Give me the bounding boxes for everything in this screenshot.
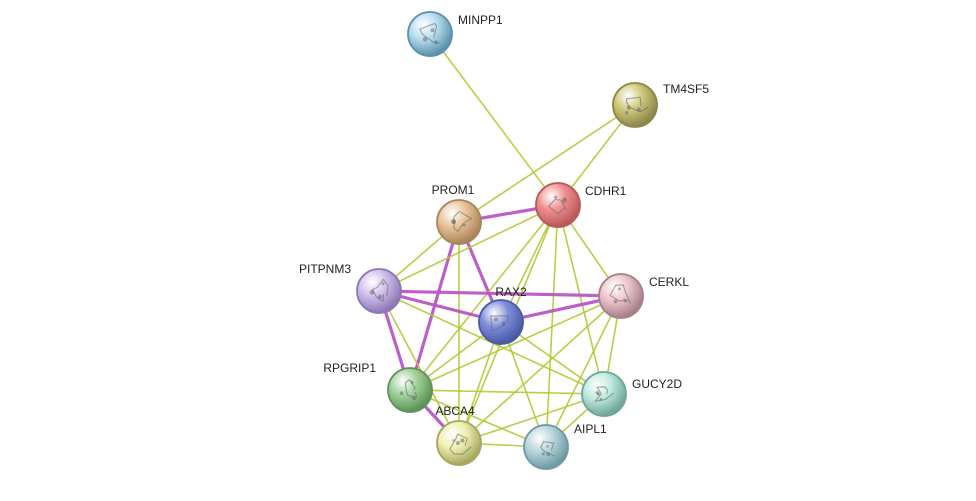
protein-glyph-icon	[542, 452, 545, 455]
protein-glyph-icon	[434, 40, 438, 44]
node-circle	[582, 372, 626, 416]
node-circle	[613, 83, 657, 127]
node-circle	[479, 300, 523, 344]
node-pitpnm3[interactable]: PITPNM3	[299, 262, 401, 313]
protein-glyph-icon	[400, 391, 404, 395]
protein-glyph-icon	[554, 196, 557, 199]
protein-glyph-icon	[378, 295, 382, 299]
node-label: GUCY2D	[632, 377, 682, 391]
protein-glyph-icon	[382, 282, 385, 285]
node-circle	[408, 12, 452, 56]
protein-glyph-icon	[618, 287, 621, 290]
protein-glyph-icon	[637, 108, 641, 112]
protein-glyph-icon	[627, 105, 631, 109]
node-circle	[437, 200, 481, 244]
node-circle	[388, 368, 432, 412]
node-label: PROM1	[432, 183, 475, 197]
protein-glyph-icon	[423, 37, 428, 42]
node-minpp1[interactable]: MINPP1	[408, 12, 503, 56]
protein-glyph-icon	[502, 323, 505, 326]
node-prom1[interactable]: PROM1	[432, 183, 481, 244]
protein-glyph-icon	[624, 299, 628, 303]
node-label: AIPL1	[574, 422, 607, 436]
protein-glyph-icon	[546, 452, 550, 456]
node-rpgrip1[interactable]: RPGRIP1	[323, 361, 432, 412]
node-circle	[536, 183, 580, 227]
node-label: TM4SF5	[663, 82, 709, 96]
protein-glyph-icon	[411, 381, 414, 384]
protein-glyph-icon	[546, 445, 548, 447]
node-circle	[357, 269, 401, 313]
protein-glyph-icon	[614, 300, 618, 304]
edge	[379, 291, 459, 443]
edge	[430, 34, 558, 205]
protein-glyph-icon	[625, 111, 628, 114]
protein-glyph-icon	[462, 223, 465, 226]
edge	[558, 205, 604, 394]
node-label: RAX2	[495, 285, 527, 299]
nodes-layer: MINPP1 TM4SF5 CDHR1 PROM1 PITPNM3 CERKL RAX2 GU…	[299, 12, 709, 469]
protein-glyph-icon	[412, 396, 416, 400]
protein-glyph-icon	[431, 28, 435, 32]
protein-glyph-icon	[370, 290, 375, 295]
node-circle	[599, 274, 643, 318]
node-cerkl[interactable]: CERKL	[599, 274, 689, 318]
protein-glyph-icon	[600, 398, 603, 401]
node-label: PITPNM3	[299, 262, 351, 276]
node-gucy2d[interactable]: GUCY2D	[582, 372, 682, 416]
node-label: MINPP1	[458, 13, 503, 27]
node-circle	[524, 425, 568, 469]
node-cdhr1[interactable]: CDHR1	[536, 183, 627, 227]
node-label: CERKL	[649, 275, 689, 289]
network-diagram: MINPP1 TM4SF5 CDHR1 PROM1 PITPNM3 CERKL RAX2 GU…	[0, 0, 976, 501]
protein-glyph-icon	[460, 438, 464, 442]
protein-glyph-icon	[456, 441, 460, 445]
node-label: RPGRIP1	[323, 361, 376, 375]
protein-glyph-icon	[452, 439, 454, 441]
node-tm4sf5[interactable]: TM4SF5	[613, 82, 709, 127]
node-abca4[interactable]: ABCA4	[435, 404, 481, 465]
protein-glyph-icon	[452, 220, 456, 224]
protein-glyph-icon	[595, 391, 598, 394]
node-label: ABCA4	[435, 404, 475, 418]
protein-glyph-icon	[564, 197, 567, 200]
node-label: CDHR1	[585, 184, 627, 198]
protein-glyph-icon	[494, 317, 498, 321]
